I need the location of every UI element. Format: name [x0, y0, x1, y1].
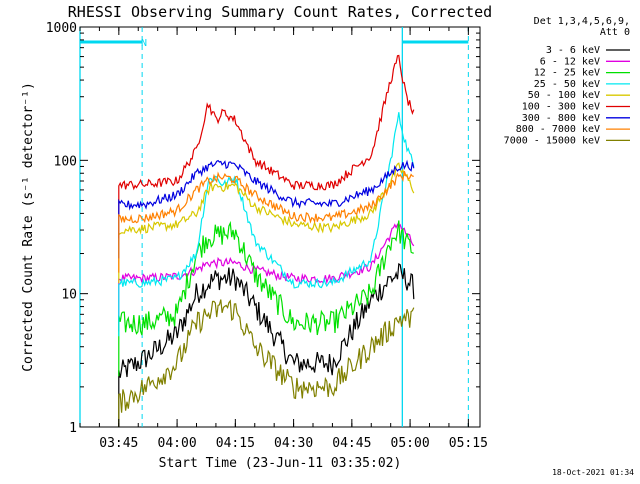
- legend-header: Att 0: [600, 27, 630, 38]
- legend-label: 3 - 6 keV: [546, 45, 600, 56]
- series-line: [118, 54, 415, 239]
- series-line: [118, 159, 415, 259]
- y-axis-label: Corrected Count Rate (s⁻¹ detector⁻¹): [21, 82, 36, 372]
- legend-label: 12 - 25 keV: [534, 68, 600, 79]
- legend-label: 800 - 7000 keV: [516, 124, 600, 135]
- x-tick-label: 04:15: [216, 436, 255, 451]
- annotation-n: N: [141, 38, 147, 49]
- x-tick-label: 03:45: [99, 436, 138, 451]
- legend-header: Det 1,3,4,5,6,9,: [534, 16, 630, 27]
- x-tick-label: 04:00: [158, 436, 197, 451]
- x-tick-label: 05:00: [391, 436, 430, 451]
- legend-label: 300 - 800 keV: [522, 113, 600, 124]
- legend-label: 100 - 300 keV: [522, 102, 600, 113]
- x-tick-label: 04:45: [332, 436, 371, 451]
- series-line: [118, 162, 415, 284]
- series-lines: [118, 54, 415, 427]
- series-line: [118, 220, 414, 377]
- legend-label: 50 - 100 keV: [528, 90, 600, 101]
- x-axis-label: Start Time (23-Jun-11 03:35:02): [159, 456, 402, 471]
- axes: 03:45 04:00 04:15 04:30 04:45 05:00 05:15 1 10 10…: [46, 21, 488, 451]
- chart-title: RHESSI Observing Summary Count Rates, Co…: [68, 3, 492, 21]
- y-tick-label: 1000: [46, 21, 77, 36]
- legend-label: 7000 - 15000 keV: [504, 135, 600, 146]
- legend-label: 25 - 50 keV: [534, 79, 600, 90]
- marker-lines: [79, 27, 469, 427]
- x-tick-label: 04:30: [274, 436, 313, 451]
- y-tick-label: 100: [54, 154, 77, 169]
- series-line: [118, 263, 415, 427]
- series-line: [118, 170, 414, 273]
- y-tick-label: 1: [69, 421, 77, 436]
- footer-date: 18-Oct-2021 01:34: [552, 468, 634, 477]
- x-tick-label: 05:15: [449, 436, 488, 451]
- legend-label: 6 - 12 keV: [540, 56, 600, 67]
- series-line: [118, 112, 415, 337]
- series-line: [118, 299, 415, 427]
- y-tick-label: 10: [61, 288, 77, 303]
